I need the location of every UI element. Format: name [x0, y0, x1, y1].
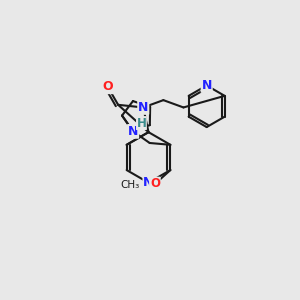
Text: N: N: [128, 125, 138, 138]
Text: O: O: [150, 178, 160, 190]
Text: CH₃: CH₃: [120, 180, 140, 190]
Text: H: H: [136, 117, 146, 130]
Text: N: N: [202, 79, 212, 92]
Text: O: O: [102, 80, 113, 93]
Text: N: N: [138, 101, 148, 114]
Text: N: N: [143, 176, 154, 189]
